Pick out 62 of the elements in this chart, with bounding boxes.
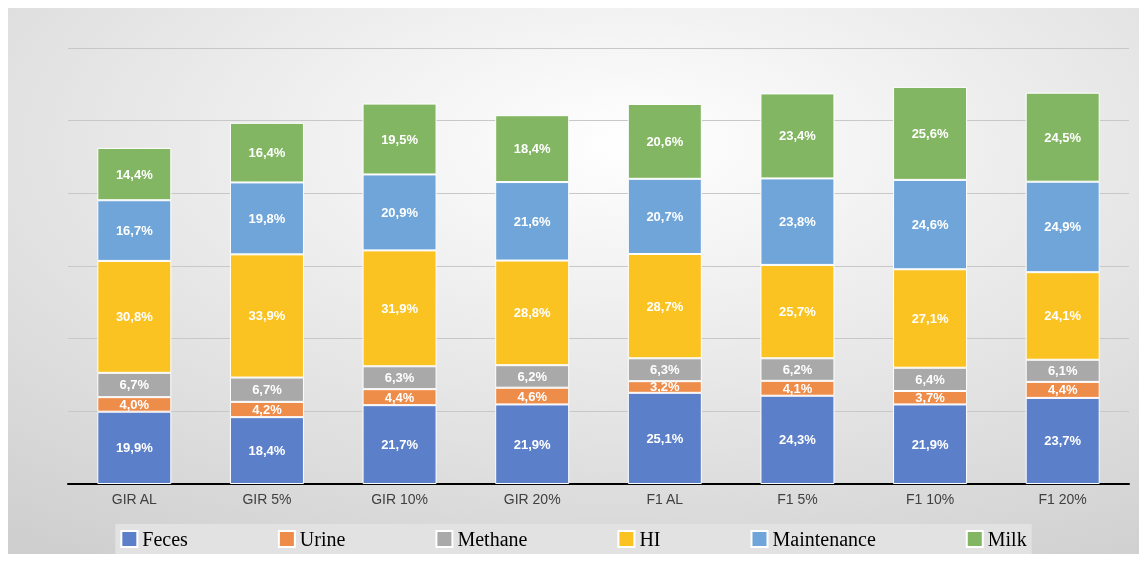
data-label: 24,3% — [779, 432, 817, 448]
data-label: 4,4% — [384, 389, 415, 405]
data-label: 18,4% — [248, 443, 286, 459]
data-label: 3,7% — [915, 390, 946, 406]
data-label: 20,9% — [381, 204, 419, 220]
data-label: 24,9% — [1044, 219, 1082, 235]
x-tick-label: F1 20% — [1038, 491, 1087, 507]
data-label: 28,8% — [513, 305, 552, 321]
data-label: 24,6% — [911, 217, 949, 233]
data-label: 23,7% — [1044, 433, 1082, 449]
data-label: 25,1% — [646, 430, 684, 446]
data-label: 4,2% — [252, 402, 283, 418]
data-label: 3,2% — [649, 379, 681, 395]
data-label: 30,8% — [115, 309, 154, 325]
data-label: 6,4% — [915, 371, 946, 387]
data-label: 19,9% — [115, 440, 154, 456]
data-label: 21,7% — [381, 437, 419, 453]
data-label: 21,6% — [513, 213, 552, 229]
data-label: 24,5% — [1044, 129, 1082, 145]
data-label: 21,9% — [513, 436, 552, 452]
legend-label: Urine — [299, 528, 346, 550]
x-tick-label: F1 10% — [905, 491, 955, 507]
data-label: 25,6% — [911, 125, 949, 141]
x-tick-label: GIR 10% — [371, 491, 428, 507]
data-label: 31,9% — [381, 300, 419, 316]
x-tick-label: GIR 5% — [242, 491, 292, 507]
data-label: 4,1% — [782, 380, 813, 396]
x-tick-label: F1 AL — [646, 491, 684, 507]
data-label: 6,1% — [1047, 363, 1078, 379]
data-label: 6,7% — [119, 377, 150, 393]
data-label: 6,7% — [252, 382, 283, 398]
x-tick-label: F1 5% — [777, 491, 818, 507]
data-label: 21,9% — [911, 436, 949, 452]
data-label: 27,1% — [911, 311, 949, 326]
data-label: 18,4% — [513, 141, 552, 157]
data-label: 20,7% — [646, 208, 684, 224]
x-tick-label: GIR 20% — [503, 491, 561, 507]
data-label: 28,7% — [646, 298, 684, 314]
legend-label: HI — [639, 528, 661, 550]
data-label: 6,2% — [517, 368, 548, 384]
legend-label: Methane — [457, 528, 528, 550]
data-label: 6,3% — [384, 370, 415, 386]
legend-label: Maintenance — [772, 528, 876, 550]
data-label: 6,3% — [649, 362, 681, 378]
data-label: 23,4% — [779, 128, 817, 144]
legend-label: Feces — [142, 528, 189, 550]
data-label: 25,7% — [779, 304, 817, 320]
data-label: 33,9% — [248, 308, 286, 324]
data-label: 16,7% — [115, 223, 154, 239]
data-label: 4,4% — [1047, 382, 1078, 398]
data-label: 23,8% — [779, 214, 817, 230]
data-label: 14,4% — [115, 166, 154, 182]
legend-label: Milk — [987, 528, 1027, 550]
data-label: 19,5% — [381, 131, 419, 147]
data-label: 6,2% — [782, 362, 813, 378]
data-label: 19,8% — [248, 210, 286, 226]
data-label: 4,6% — [517, 388, 548, 404]
data-label: 16,4% — [248, 145, 286, 161]
x-tick-label: GIR AL — [111, 491, 158, 507]
data-label: 24,1% — [1044, 308, 1082, 324]
data-label: 20,6% — [646, 133, 684, 149]
data-label: 4,0% — [119, 396, 150, 412]
